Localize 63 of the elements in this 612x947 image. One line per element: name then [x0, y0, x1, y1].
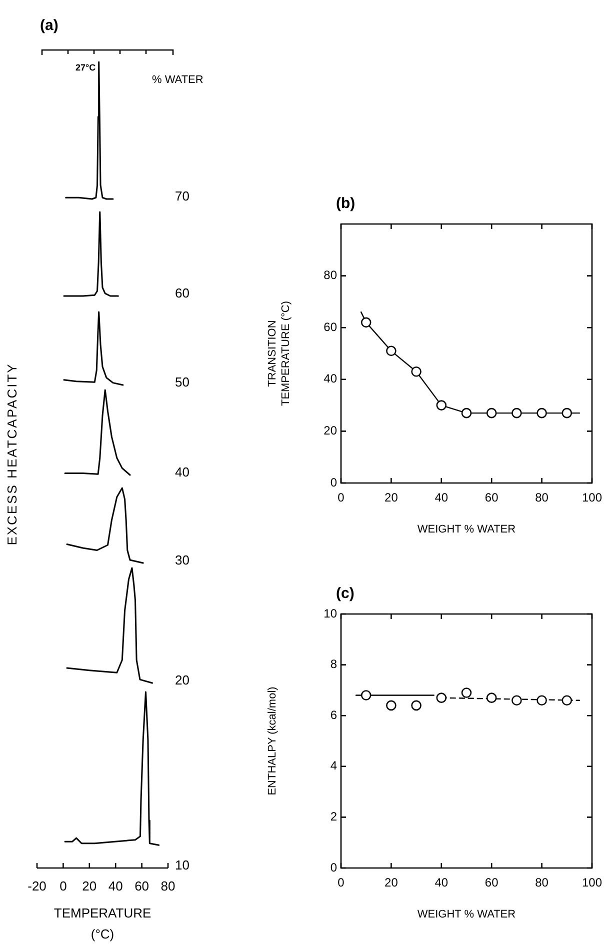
- point: [536, 408, 547, 418]
- point: [436, 400, 447, 410]
- x-tick-label: 40: [434, 876, 448, 890]
- x-tick-label: 0: [60, 878, 67, 894]
- point: [461, 688, 472, 698]
- point: [486, 408, 497, 418]
- chart-title: (b): [336, 195, 356, 212]
- point: [512, 695, 522, 706]
- point: [512, 408, 522, 418]
- point: [536, 695, 547, 706]
- y-axis-title: EXCESS HEATCAPACITY: [4, 362, 20, 546]
- text: 40: [175, 464, 190, 480]
- x-tick-label: 60: [134, 878, 150, 894]
- x-tick-label: 80: [535, 876, 549, 890]
- point: [386, 700, 396, 711]
- x-tick-label: 80: [535, 490, 549, 505]
- y-axis-title: ENTHALPY (kcal/mol): [266, 686, 279, 796]
- x-axis-title: WEIGHT % WATER: [417, 908, 516, 920]
- point: [411, 700, 422, 711]
- y-tick-label: 8: [330, 657, 338, 672]
- series-label: 20: [175, 672, 190, 688]
- y-tick-label: 20: [324, 424, 338, 438]
- x-tick-label: 20: [384, 490, 398, 505]
- x-axis-title: TEMPERATURE (°C): [54, 906, 152, 942]
- point: [562, 408, 572, 418]
- y-tick-label: 4: [330, 758, 338, 773]
- x-tick-label: 60: [484, 490, 499, 505]
- text: 70: [175, 188, 190, 204]
- y-tick-label: 40: [324, 372, 338, 386]
- annotation: 27°C: [75, 62, 96, 72]
- y-tick-label: 0: [330, 475, 338, 490]
- series-label: 10: [175, 858, 190, 873]
- chart-title: (c): [336, 585, 354, 602]
- point: [436, 692, 447, 703]
- annotation: % WATER: [152, 74, 204, 86]
- point: [386, 346, 396, 356]
- text: 60: [175, 286, 190, 301]
- x-tick-label: 80: [160, 878, 176, 894]
- y-tick-label: 60: [324, 320, 338, 334]
- text: 50: [175, 374, 190, 390]
- y-tick-label: 0: [330, 860, 338, 874]
- x-tick-label: -20: [28, 878, 46, 894]
- x-tick-label: 40: [108, 878, 123, 894]
- y-tick-label: 6: [330, 708, 338, 722]
- x-tick-label: 20: [82, 878, 97, 894]
- y-tick-label: 80: [324, 268, 338, 282]
- x-tick-label: 100: [582, 876, 602, 890]
- point: [360, 690, 372, 700]
- x-tick-label: 100: [582, 490, 602, 505]
- x-tick-label: 40: [434, 490, 448, 505]
- point: [360, 317, 372, 328]
- point: [562, 695, 572, 706]
- point: [486, 692, 497, 703]
- x-tick-label: 20: [384, 876, 398, 890]
- x-axis-title: WEIGHT % WATER: [417, 523, 516, 536]
- chart-title: (a): [40, 17, 58, 34]
- point: [461, 408, 472, 418]
- y-tick-label: 2: [330, 810, 338, 824]
- y-tick-label: 10: [324, 606, 338, 620]
- x-tick-label: 60: [484, 876, 499, 890]
- y-axis-title: TRANSITION TEMPERATURE (°C): [266, 300, 292, 406]
- point: [411, 366, 422, 377]
- text: 30: [175, 552, 190, 568]
